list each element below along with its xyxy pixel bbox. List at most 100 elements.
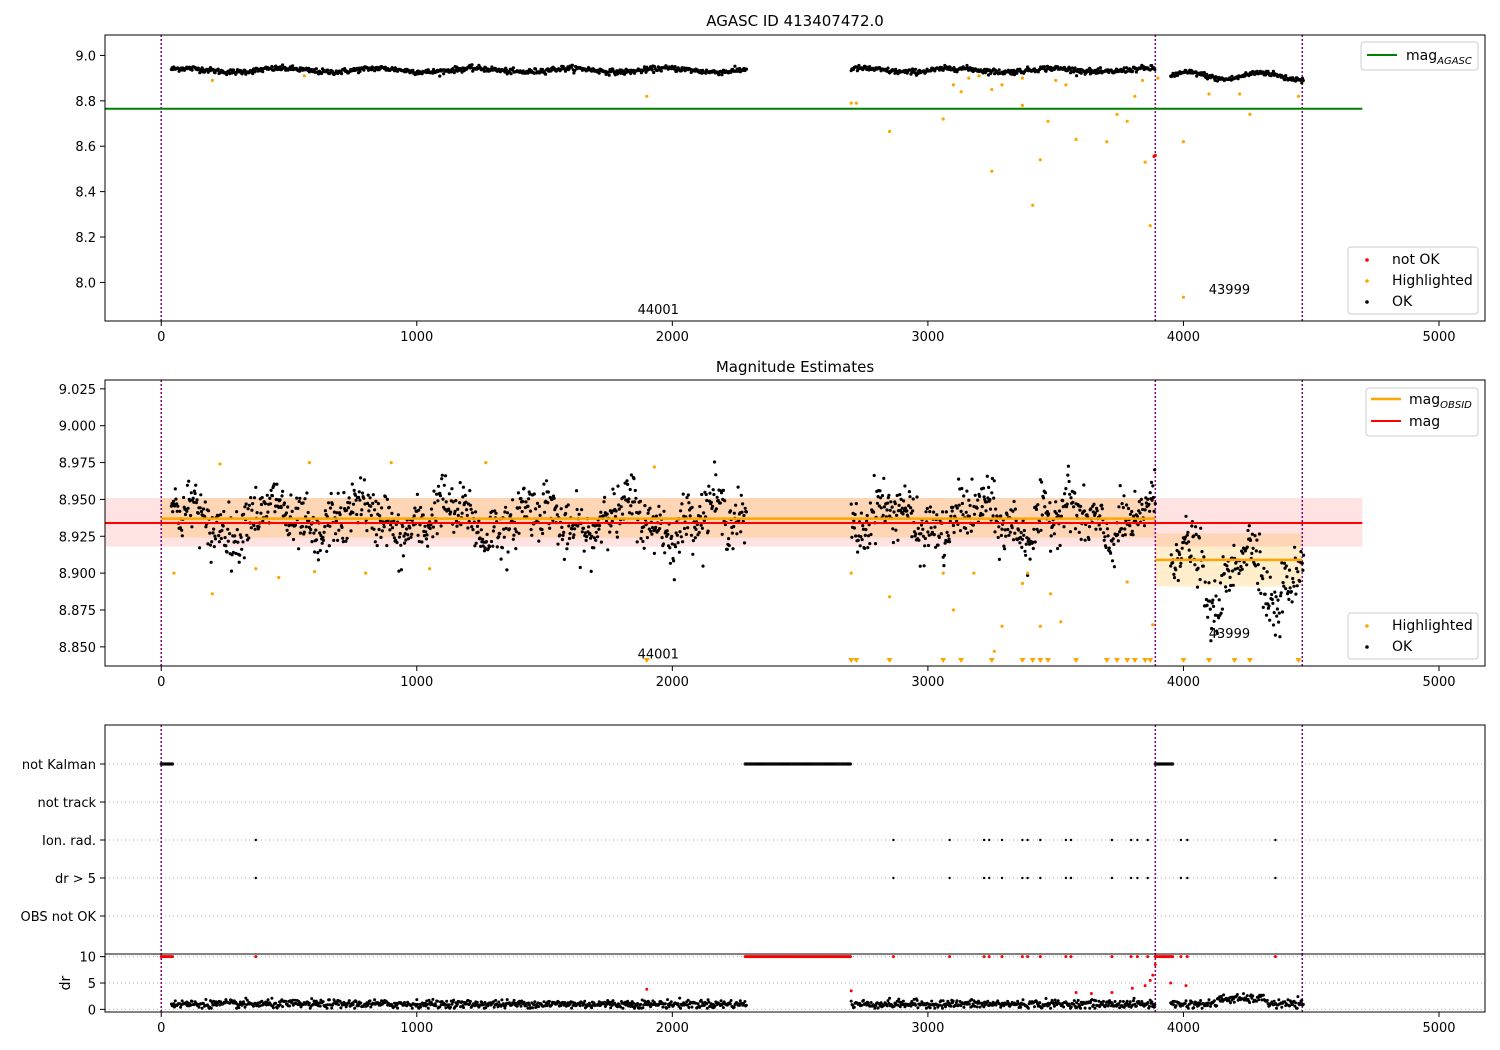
ok-point xyxy=(1233,567,1237,571)
ok-point xyxy=(1143,508,1147,512)
ok-point xyxy=(712,460,717,464)
ok-point xyxy=(431,535,435,539)
ok-point xyxy=(281,63,285,67)
ok-point xyxy=(548,526,552,530)
ok-point xyxy=(1135,514,1139,519)
ok-point xyxy=(335,511,339,515)
ok-point xyxy=(1031,540,1035,544)
ok-point xyxy=(605,512,609,516)
lower-limit-marker xyxy=(1295,658,1302,663)
ok-point xyxy=(1202,555,1206,559)
dr-ok-point xyxy=(307,1001,311,1005)
ok-point xyxy=(1222,572,1226,576)
ok-point xyxy=(250,508,254,512)
ok-point xyxy=(456,513,460,518)
ok-point xyxy=(1293,545,1297,549)
ok-point xyxy=(914,532,918,536)
ok-point xyxy=(236,540,240,544)
x-tick-label: 3000 xyxy=(911,330,944,345)
dr-ok-point xyxy=(1102,999,1105,1003)
ok-point xyxy=(964,510,968,514)
ok-point xyxy=(694,527,698,532)
dr-ok-point xyxy=(885,1004,889,1008)
ok-point xyxy=(991,514,995,518)
dr-ok-point xyxy=(732,1005,736,1009)
ok-point xyxy=(1013,531,1017,535)
ok-point xyxy=(990,476,995,481)
dr-ok-point xyxy=(1242,992,1245,996)
ok-point xyxy=(849,502,853,506)
dr-ok-point xyxy=(849,999,853,1003)
not-kalman-point xyxy=(1171,762,1175,766)
ok-point xyxy=(1022,528,1026,533)
dr-gt-5-point xyxy=(1110,876,1114,880)
dr-not-ok-point xyxy=(171,955,174,959)
ok-point xyxy=(933,525,937,529)
ok-point xyxy=(894,528,898,532)
flag-row-label: dr > 5 xyxy=(55,872,96,887)
legend-not-ok: not OK xyxy=(1392,252,1440,268)
ok-point xyxy=(194,483,198,487)
dr-not-ok-point xyxy=(948,955,952,959)
ok-point xyxy=(1032,527,1036,531)
ok-point xyxy=(873,542,878,546)
dr-ok-point xyxy=(1125,999,1129,1003)
ok-point xyxy=(642,525,646,529)
ok-point xyxy=(451,67,455,71)
ok-point xyxy=(238,553,242,557)
ok-point xyxy=(555,504,559,508)
ok-point xyxy=(1011,509,1015,513)
ok-point xyxy=(562,530,566,535)
dr-ok-point xyxy=(1132,996,1136,1000)
ok-point xyxy=(902,499,906,503)
ok-point xyxy=(1282,561,1286,565)
ok-point xyxy=(951,505,955,509)
ok-point xyxy=(1195,74,1199,78)
dr-gt-5-point xyxy=(1026,876,1029,880)
ok-point xyxy=(668,546,672,550)
ok-point xyxy=(284,511,288,515)
ok-point xyxy=(217,534,221,538)
flag-row-label: not track xyxy=(37,796,96,811)
dr-ok-point xyxy=(687,1006,691,1009)
ok-point xyxy=(866,534,871,538)
ok-point xyxy=(1148,491,1152,495)
ok-point xyxy=(360,491,365,495)
ok-point xyxy=(249,526,253,530)
ok-point xyxy=(463,493,467,497)
x-tick-label: 5000 xyxy=(1422,1021,1455,1036)
ok-point xyxy=(198,506,202,510)
dr-ok-point xyxy=(666,998,669,1002)
dr-ok-point xyxy=(1300,998,1304,1002)
y-tick-label: 8.900 xyxy=(59,567,96,582)
ok-point xyxy=(401,524,405,529)
ok-point xyxy=(475,524,480,529)
dr-not-ok-point xyxy=(254,955,258,959)
ion-rad-point xyxy=(1186,838,1189,842)
ok-point xyxy=(635,540,639,544)
ok-point xyxy=(252,523,256,528)
ok-point xyxy=(1227,569,1231,573)
ok-point xyxy=(1003,547,1007,551)
ok-point xyxy=(510,498,515,502)
ok-point xyxy=(1217,598,1221,602)
dr-not-ok-point xyxy=(849,989,853,993)
ok-point xyxy=(298,496,302,500)
ok-point xyxy=(701,564,705,568)
ok-point xyxy=(185,509,189,513)
ok-point xyxy=(279,506,283,510)
ok-point xyxy=(1189,554,1193,558)
highlighted-point xyxy=(972,571,976,575)
dr-ok-point xyxy=(915,998,919,1002)
dr-ok-point xyxy=(1209,1004,1212,1008)
ok-point xyxy=(1288,586,1292,590)
ok-point xyxy=(1228,575,1232,580)
ok-point xyxy=(641,539,645,544)
ok-point xyxy=(189,513,193,518)
ok-point xyxy=(249,496,253,500)
ok-point xyxy=(697,530,701,535)
ok-point xyxy=(876,495,880,499)
ok-point xyxy=(416,533,420,537)
ok-point xyxy=(410,532,414,536)
ok-point xyxy=(334,519,338,523)
